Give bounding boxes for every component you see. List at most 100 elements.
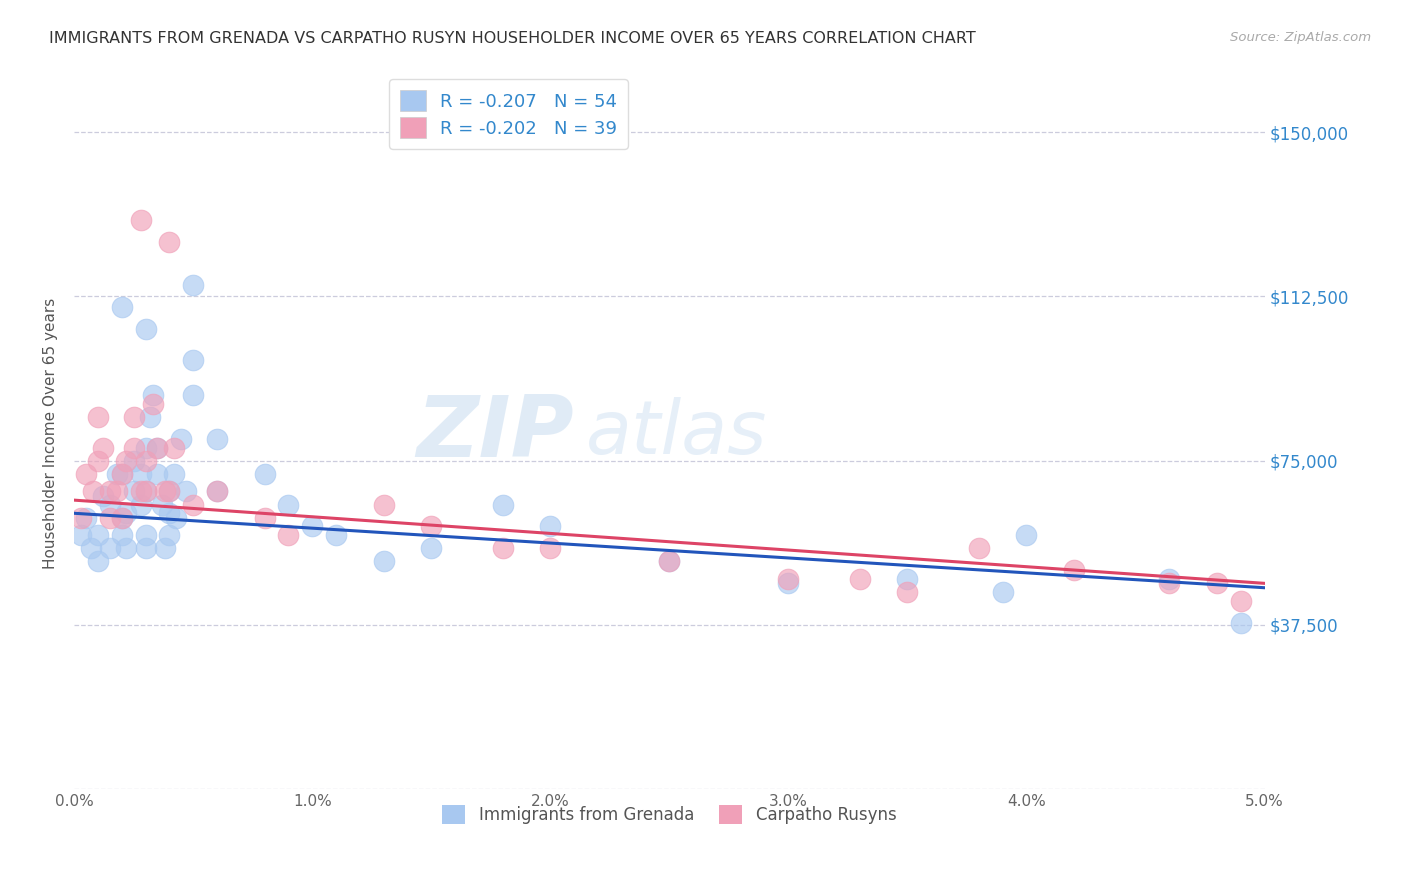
Point <box>658 554 681 568</box>
Point <box>181 388 204 402</box>
Point <box>896 585 918 599</box>
Point <box>115 453 138 467</box>
Point <box>111 510 134 524</box>
Point <box>253 467 276 481</box>
Point <box>111 301 134 315</box>
Point <box>896 572 918 586</box>
Point <box>70 528 93 542</box>
Point <box>157 484 180 499</box>
Point <box>87 554 110 568</box>
Point <box>122 409 145 424</box>
Text: IMMIGRANTS FROM GRENADA VS CARPATHO RUSYN HOUSEHOLDER INCOME OVER 65 YEARS CORRE: IMMIGRANTS FROM GRENADA VS CARPATHO RUSY… <box>49 31 976 46</box>
Text: ZIP: ZIP <box>416 392 574 475</box>
Point <box>166 510 188 524</box>
Point <box>105 484 128 499</box>
Point <box>122 484 145 499</box>
Point <box>135 484 157 499</box>
Point <box>80 541 103 556</box>
Point <box>129 467 152 481</box>
Point <box>1206 576 1229 591</box>
Point <box>135 541 157 556</box>
Point <box>181 278 204 293</box>
Point <box>105 467 128 481</box>
Point <box>174 484 197 499</box>
Point <box>205 432 228 446</box>
Point <box>1159 572 1181 586</box>
Point <box>849 572 872 586</box>
Point <box>82 484 104 499</box>
Point <box>325 528 347 542</box>
Point <box>135 528 157 542</box>
Point <box>373 498 395 512</box>
Y-axis label: Householder Income Over 65 years: Householder Income Over 65 years <box>44 298 58 569</box>
Point <box>142 388 165 402</box>
Point <box>139 409 162 424</box>
Point <box>778 576 800 591</box>
Text: atlas: atlas <box>586 397 768 469</box>
Point <box>122 453 145 467</box>
Point <box>98 484 121 499</box>
Point <box>778 572 800 586</box>
Point <box>157 484 180 499</box>
Point <box>1229 594 1251 608</box>
Point <box>122 441 145 455</box>
Point <box>70 510 93 524</box>
Point <box>87 528 110 542</box>
Point <box>150 498 173 512</box>
Point <box>135 453 157 467</box>
Point <box>373 554 395 568</box>
Point <box>1229 615 1251 630</box>
Point <box>75 467 97 481</box>
Point <box>163 467 186 481</box>
Point <box>91 489 114 503</box>
Point <box>492 498 515 512</box>
Point <box>146 441 169 455</box>
Text: Source: ZipAtlas.com: Source: ZipAtlas.com <box>1230 31 1371 45</box>
Point <box>111 510 134 524</box>
Point <box>157 235 180 249</box>
Point <box>538 519 561 533</box>
Point <box>181 498 204 512</box>
Point <box>98 541 121 556</box>
Point <box>1159 576 1181 591</box>
Point <box>111 528 134 542</box>
Point <box>170 432 193 446</box>
Point <box>135 322 157 336</box>
Point <box>420 519 443 533</box>
Point <box>87 409 110 424</box>
Point <box>1063 563 1085 577</box>
Point <box>277 498 299 512</box>
Point <box>87 453 110 467</box>
Point <box>205 484 228 499</box>
Point <box>153 541 176 556</box>
Point <box>98 498 121 512</box>
Point <box>420 541 443 556</box>
Point <box>967 541 990 556</box>
Point <box>115 506 138 520</box>
Point <box>135 484 157 499</box>
Point <box>91 441 114 455</box>
Point <box>129 498 152 512</box>
Point <box>157 506 180 520</box>
Point <box>115 541 138 556</box>
Point <box>146 467 169 481</box>
Legend: Immigrants from Grenada, Carpatho Rusyns: Immigrants from Grenada, Carpatho Rusyns <box>432 795 907 834</box>
Point <box>492 541 515 556</box>
Point <box>157 528 180 542</box>
Point <box>129 212 152 227</box>
Point <box>181 353 204 368</box>
Point <box>991 585 1014 599</box>
Point <box>98 510 121 524</box>
Point <box>277 528 299 542</box>
Point <box>301 519 323 533</box>
Point <box>1015 528 1038 542</box>
Point <box>253 510 276 524</box>
Point <box>538 541 561 556</box>
Point <box>205 484 228 499</box>
Point <box>153 484 176 499</box>
Point <box>163 441 186 455</box>
Point <box>135 441 157 455</box>
Point <box>111 467 134 481</box>
Point <box>658 554 681 568</box>
Point <box>75 510 97 524</box>
